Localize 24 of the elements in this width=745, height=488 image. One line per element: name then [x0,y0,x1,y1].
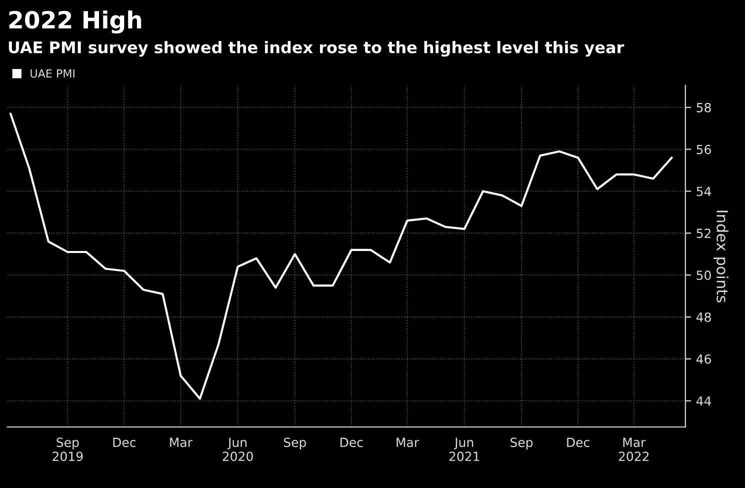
y-tick-label: 58 [696,102,711,112]
x-tick-label: Sep [510,438,533,450]
x-tick-label: Dec [567,438,590,448]
x-tick-label: Mar 2022 [618,438,649,462]
y-tick-label: 44 [696,396,712,406]
legend-label: UAE PMI [30,69,74,78]
y-tick-label: 48 [696,312,711,322]
x-tick-label: Mar [170,438,192,448]
x-tick-label: Sep 2019 [52,438,83,462]
x-tick-label: Mar [396,438,420,448]
y-tick-label: 52 [696,228,710,238]
x-tick-label: Jun 2021 [449,438,480,462]
chart-title: 2022 High [9,10,142,34]
x-tick-label: Dec [340,438,363,448]
y-tick-label: 46 [696,354,711,364]
x-tick-label: Sep [284,438,306,450]
x-tick-label: Jun 2020 [222,438,253,462]
x-tick-label: Dec [113,438,136,448]
y-tick-label: 54 [696,186,712,196]
line-series [10,112,673,400]
y-tick-label: 56 [696,144,711,154]
chart-subtitle: UAE PMI survey showed the index rose to the highest level this year [8,41,624,57]
y-tick-label: 50 [696,270,711,280]
y-axis-title: Index points [714,210,728,302]
